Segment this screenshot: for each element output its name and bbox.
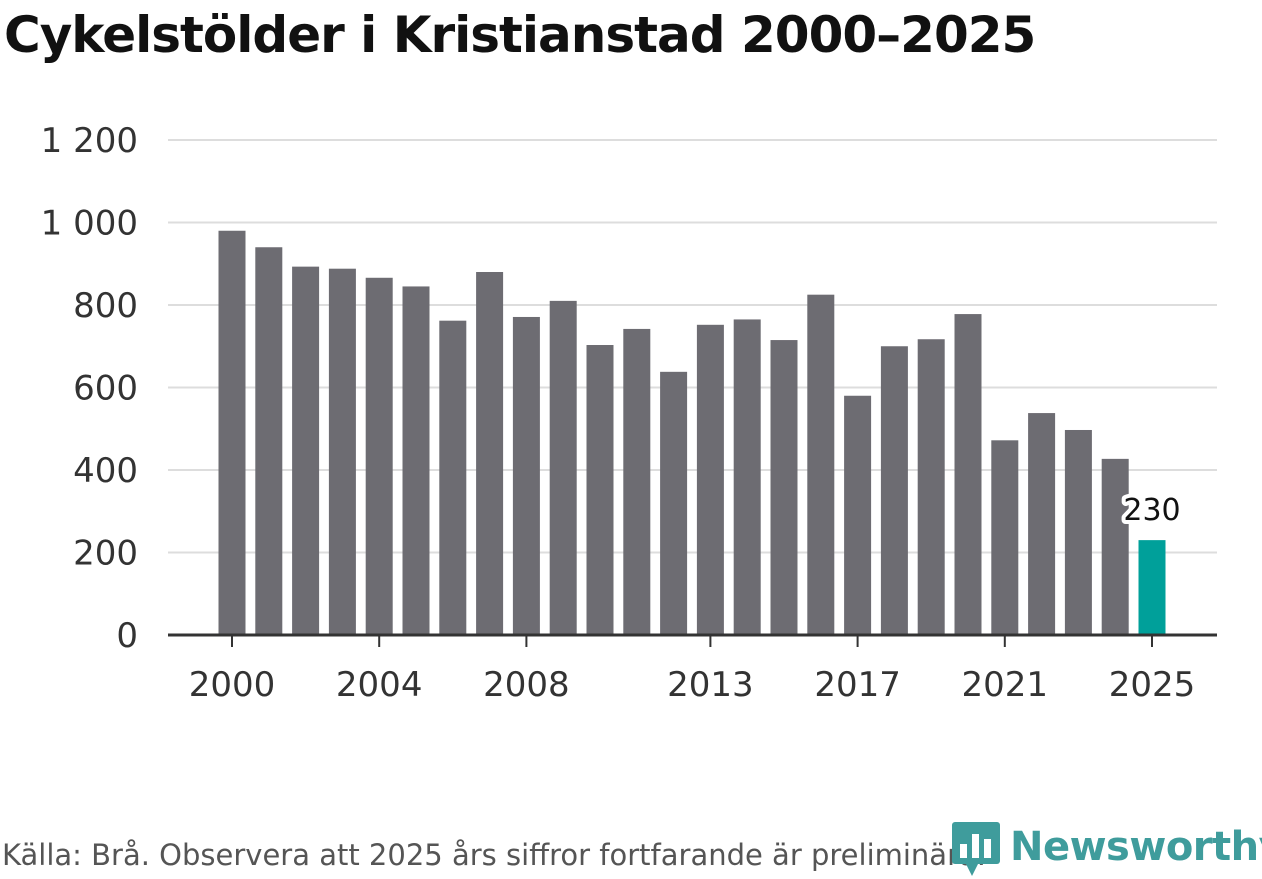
- source-note: Källa: Brå. Observera att 2025 års siffr…: [2, 838, 986, 872]
- bar-2015: [770, 340, 798, 635]
- bar-2011: [623, 328, 651, 635]
- y-tick-label: 200: [73, 534, 138, 574]
- y-tick-label: 800: [73, 286, 138, 326]
- x-tick-label: 2021: [962, 665, 1049, 705]
- data-label-2025: 230: [1123, 493, 1180, 528]
- x-tick-label: 2025: [1109, 665, 1196, 705]
- bar-2004: [365, 277, 393, 635]
- y-tick-label: 0: [116, 616, 138, 656]
- bar-2009: [549, 300, 577, 635]
- x-tick-label: 2000: [189, 665, 276, 705]
- bar-2016: [807, 294, 835, 635]
- bar-2000: [218, 230, 246, 635]
- bar-2021: [991, 440, 1019, 635]
- bar-2022: [1028, 413, 1056, 635]
- bar-2008: [512, 316, 540, 635]
- bar-2023: [1064, 429, 1092, 635]
- bar-2017: [844, 395, 872, 635]
- chart-title: Cykelstölder i Kristianstad 2000–2025: [4, 6, 1036, 64]
- newsworthy-logo[interactable]: Newsworthy: [952, 818, 1262, 876]
- x-tick-label: 2004: [336, 665, 423, 705]
- bar-2018: [880, 346, 908, 635]
- bar-2005: [402, 286, 430, 635]
- x-tick-label: 2008: [483, 665, 570, 705]
- bar-2012: [660, 371, 688, 635]
- bar-2001: [255, 247, 283, 635]
- bar-2003: [328, 268, 356, 635]
- bar-2002: [292, 266, 320, 635]
- bar-2024: [1101, 458, 1129, 635]
- bar-2014: [733, 319, 761, 635]
- x-tick-label: 2017: [814, 665, 901, 705]
- logo-text: Newsworthy: [1010, 824, 1262, 870]
- bar-2020: [954, 314, 982, 635]
- y-tick-label: 400: [73, 451, 138, 491]
- bar-2019: [917, 339, 945, 635]
- bar-2010: [586, 345, 614, 635]
- y-tick-label: 600: [73, 369, 138, 409]
- bar-2013: [696, 324, 724, 635]
- bar-2025: [1138, 540, 1166, 635]
- bar-2007: [476, 272, 504, 635]
- x-tick-label: 2013: [667, 665, 754, 705]
- bar-chart-icon: [952, 822, 1000, 876]
- y-tick-label: 1 000: [41, 204, 138, 244]
- bar-2006: [439, 320, 467, 635]
- y-tick-label: 1 200: [41, 121, 138, 161]
